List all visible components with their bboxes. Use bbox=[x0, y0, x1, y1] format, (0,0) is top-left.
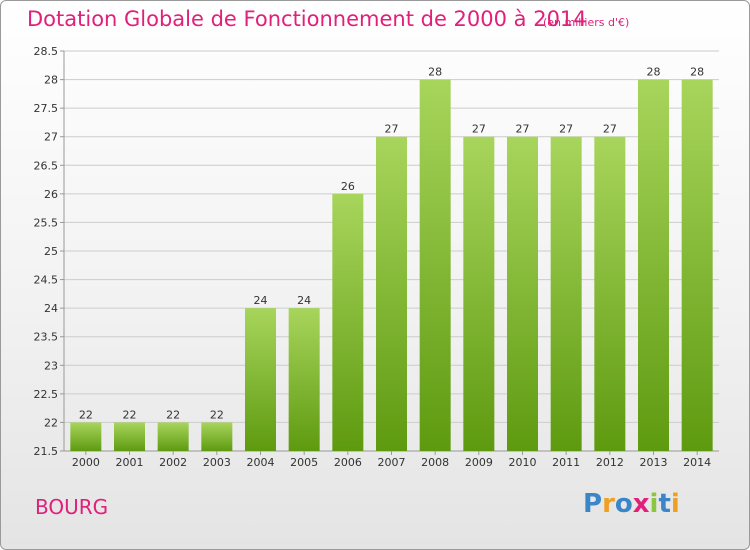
bar bbox=[507, 136, 538, 451]
y-tick-label: 24 bbox=[44, 302, 58, 315]
x-tick-label: 2013 bbox=[640, 456, 668, 469]
y-tick-label: 23.5 bbox=[34, 331, 59, 344]
chart-title: Dotation Globale de Fonctionnement de 20… bbox=[27, 7, 587, 31]
bar bbox=[332, 193, 364, 451]
logo-letter: t bbox=[658, 489, 671, 519]
data-label: 26 bbox=[341, 180, 355, 193]
x-tick-label: 2005 bbox=[290, 456, 318, 469]
logo-letter: r bbox=[602, 489, 615, 519]
chart-subtitle: (en milliers d'€) bbox=[543, 16, 630, 29]
x-tick-label: 2010 bbox=[509, 456, 537, 469]
x-tick-label: 2000 bbox=[72, 456, 100, 469]
x-tick-label: 2011 bbox=[552, 456, 580, 469]
data-label: 22 bbox=[123, 408, 137, 421]
bar bbox=[681, 79, 713, 452]
data-label: 24 bbox=[254, 294, 268, 307]
data-label: 27 bbox=[516, 123, 530, 136]
y-tick-label: 23 bbox=[44, 359, 58, 372]
x-tick-label: 2012 bbox=[596, 456, 624, 469]
bar bbox=[419, 79, 451, 452]
x-tick-label: 2006 bbox=[334, 456, 362, 469]
y-tick-label: 26 bbox=[44, 188, 58, 201]
x-tick-label: 2014 bbox=[683, 456, 711, 469]
x-tick-label: 2007 bbox=[378, 456, 406, 469]
data-label: 24 bbox=[297, 294, 311, 307]
x-tick-label: 2004 bbox=[247, 456, 275, 469]
data-labels: 22 22 22 22 24 24 26 27 28 27 27 27 27 28 28 bbox=[79, 66, 704, 422]
data-label: 22 bbox=[166, 408, 180, 421]
y-tick-label: 25 bbox=[44, 245, 58, 258]
x-tick-label: 2001 bbox=[116, 456, 144, 469]
bar bbox=[594, 136, 626, 451]
y-tick-label: 21.5 bbox=[34, 445, 59, 458]
bars bbox=[70, 79, 713, 452]
y-tick-label: 26.5 bbox=[34, 159, 59, 172]
logo-letter: o bbox=[614, 489, 633, 519]
data-label: 27 bbox=[385, 123, 399, 136]
bar bbox=[245, 308, 276, 451]
y-tick-label: 28 bbox=[44, 74, 58, 87]
data-label: 28 bbox=[647, 66, 661, 79]
y-tick-label: 22.5 bbox=[34, 388, 59, 401]
bar bbox=[288, 308, 320, 451]
bar bbox=[638, 79, 669, 452]
data-label: 28 bbox=[428, 66, 442, 79]
y-tick-label: 28.5 bbox=[34, 45, 59, 58]
x-tick-label: 2002 bbox=[159, 456, 187, 469]
x-tick-label: 2009 bbox=[465, 456, 493, 469]
logo-letter: P bbox=[583, 489, 603, 519]
y-tick-label: 27 bbox=[44, 131, 58, 144]
bar bbox=[376, 136, 407, 451]
bar bbox=[114, 422, 145, 451]
y-tick-labels: 21.5 22 22.5 23 23.5 24 24.5 25 25.5 26 26.5 27 27.5… bbox=[34, 45, 59, 458]
data-label: 27 bbox=[559, 123, 573, 136]
data-label: 22 bbox=[210, 408, 224, 421]
logo-letter: i bbox=[670, 489, 680, 519]
place-name: BOURG bbox=[35, 495, 109, 519]
data-label: 27 bbox=[472, 123, 486, 136]
y-tick-label: 27.5 bbox=[34, 102, 59, 115]
bar bbox=[201, 422, 233, 451]
logo-letter: x bbox=[632, 489, 650, 519]
bar bbox=[157, 422, 189, 451]
bar bbox=[463, 136, 495, 451]
bar bbox=[550, 136, 582, 451]
x-tick-labels: 2000 2001 2002 2003 2004 2005 2006 2007 2008 2009… bbox=[72, 456, 711, 469]
bar bbox=[70, 422, 102, 451]
proxiti-logo: Proxiti bbox=[583, 489, 680, 519]
x-tick-label: 2003 bbox=[203, 456, 231, 469]
data-label: 22 bbox=[79, 408, 93, 421]
logo-letter: i bbox=[649, 489, 659, 519]
y-tick-label: 25.5 bbox=[34, 216, 59, 229]
y-tick-label: 22 bbox=[44, 416, 58, 429]
data-label: 28 bbox=[690, 66, 704, 79]
y-tick-label: 24.5 bbox=[34, 274, 59, 287]
x-tick-label: 2008 bbox=[421, 456, 449, 469]
data-label: 27 bbox=[603, 123, 617, 136]
